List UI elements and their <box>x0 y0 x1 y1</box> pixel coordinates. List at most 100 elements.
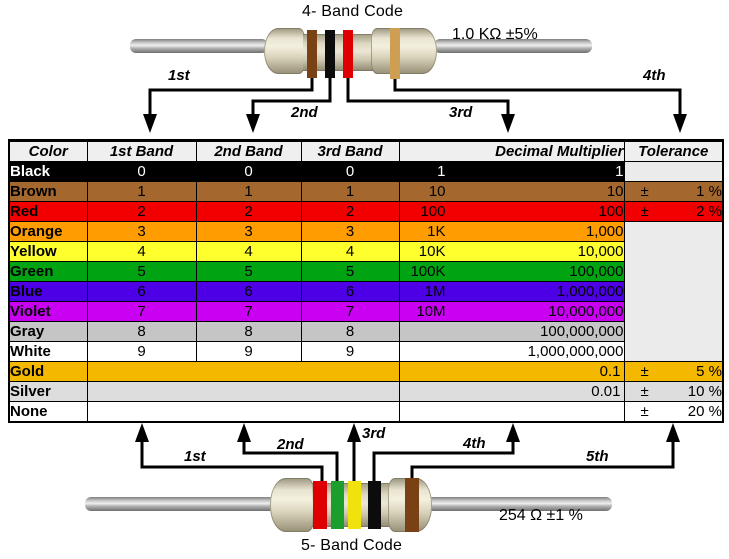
multiplier-value: 100,000 <box>569 263 624 280</box>
tolerance-value: 1 % <box>696 183 722 200</box>
color-name-cell: Green <box>8 261 88 282</box>
resistor-lead-left-top <box>130 39 268 53</box>
band-3-digit-cell: 3 <box>300 221 400 242</box>
resistor-lead-right-bottom <box>425 497 612 511</box>
tolerance-cell <box>623 221 724 362</box>
plus-minus-sign: ± <box>640 383 649 400</box>
arrow-bottom-2nd <box>237 423 339 484</box>
multiplier-value: 0.1 <box>599 363 621 380</box>
multiplier-cell: 1,000,000,000 <box>398 341 625 362</box>
multiplier-cell: 10 10 <box>398 181 625 202</box>
multiplier-short: 10M <box>416 303 446 320</box>
multiplier-cell <box>398 401 625 423</box>
multiplier-short: 1K <box>427 223 446 240</box>
band-1-digit-cell: 4 <box>86 241 197 262</box>
table-row-black: Black 0 0 0 1 1 <box>8 161 724 182</box>
multiplier-short: 100K <box>410 263 446 280</box>
band-yellow-3rd-icon <box>348 481 361 529</box>
band-2-digit-cell: 2 <box>195 201 302 222</box>
plus-minus-sign: ± <box>640 203 649 220</box>
tolerance-cell: ±20 % <box>623 401 724 423</box>
tolerance-cell: ±5 % <box>623 361 724 382</box>
multiplier-value: 10,000,000 <box>548 303 624 320</box>
multiplier-cell: 100,000,000 <box>398 321 625 342</box>
color-name-cell: Gray <box>8 321 88 342</box>
band-2-digit-cell: 9 <box>195 341 302 362</box>
band-3-digit-cell: 0 <box>300 161 400 182</box>
table-row-violet: Violet 7 7 7 10M 10,000,000 <box>8 301 723 322</box>
band-1-digit-cell: 6 <box>86 281 197 302</box>
multiplier-value: 10 <box>606 183 624 200</box>
band-3-digit-cell: 4 <box>300 241 400 262</box>
band-3-digit-cell: 2 <box>300 201 400 222</box>
tolerance-cell: ±2 % <box>623 201 724 222</box>
arrow-label-top-3rd: 3rd <box>449 104 473 121</box>
multiplier-value: 1,000,000,000 <box>527 343 624 360</box>
multiplier-cell: 1K 1,000 <box>398 221 625 242</box>
multiplier-value: 1,000,000 <box>556 283 624 300</box>
arrow-label-top-2nd: 2nd <box>291 104 318 121</box>
arrow-label-top-4th: 4th <box>643 67 666 84</box>
band-2-digit-cell: 5 <box>195 261 302 282</box>
band-3-digit-cell: 7 <box>300 301 400 322</box>
table-row-yellow: Yellow 4 4 4 10K 10,000 <box>8 241 723 262</box>
band-gold-4th-icon <box>390 28 400 79</box>
band-1-digit-cell: 9 <box>86 341 197 362</box>
multiplier-cell: 0.01 <box>398 381 625 402</box>
multiplier-value: 100 <box>598 203 624 220</box>
multiplier-cell: 0.1 <box>398 361 625 382</box>
table-header-row: Color 1st Band 2nd Band 3rd Band Decimal Mul… <box>8 140 724 162</box>
band-2-digit-cell: 4 <box>195 241 302 262</box>
arrow-label-bottom-2nd: 2nd <box>277 436 304 453</box>
color-name-cell: Orange <box>8 221 88 242</box>
band-3-digit-cell: 5 <box>300 261 400 282</box>
band-1-digit-cell: 7 <box>86 301 197 322</box>
table-row-green: Green 5 5 5 100K 100,000 <box>8 261 723 282</box>
multiplier-cell: 10M 10,000,000 <box>398 301 625 322</box>
band-2-digit-cell: 7 <box>195 301 302 322</box>
four-band-title: 4- Band Code <box>302 3 404 20</box>
band-2-digit-cell: 6 <box>195 281 302 302</box>
bands-merged-cell <box>86 401 400 423</box>
header-3rd-band: 3rd Band <box>300 140 400 162</box>
tolerance-value: 10 % <box>687 383 722 400</box>
table-row-gray: Gray 8 8 8 100,000,000 <box>8 321 723 342</box>
tolerance-cell: ±10 % <box>623 381 724 402</box>
bands-merged-cell <box>86 381 400 402</box>
multiplier-short: 1 <box>437 163 446 180</box>
band-1-digit-cell: 1 <box>86 181 197 202</box>
band-brown-5th-icon <box>405 478 419 532</box>
resistor-cap-left-top <box>264 28 305 74</box>
table-row-red: Red 2 2 2 100 100 ±2 % <box>8 201 724 222</box>
arrow-label-bottom-1st: 1st <box>184 448 206 465</box>
band-2-digit-cell: 0 <box>195 161 302 182</box>
header-color: Color <box>8 140 88 162</box>
multiplier-value: 1 <box>615 163 624 180</box>
resistor-lead-left-bottom <box>85 497 277 511</box>
multiplier-value: 0.01 <box>591 383 621 400</box>
band-red-3rd-icon <box>343 30 353 78</box>
band-1-digit-cell: 5 <box>86 261 197 282</box>
color-name-cell: Brown <box>8 181 88 202</box>
multiplier-short: 10K <box>418 243 446 260</box>
arrow-bottom-5th <box>410 423 680 480</box>
band-brown-1st-icon <box>307 30 317 78</box>
band-green-2nd-icon <box>331 481 344 529</box>
header-1st-band: 1st Band <box>86 140 197 162</box>
color-name-cell: Violet <box>8 301 88 322</box>
multiplier-short: 10 <box>428 183 446 200</box>
color-name-cell: Blue <box>8 281 88 302</box>
header-2nd-band: 2nd Band <box>195 140 302 162</box>
header-tolerance: Tolerance <box>623 140 724 162</box>
multiplier-cell: 10K 10,000 <box>398 241 625 262</box>
arrow-label-bottom-3rd: 3rd <box>362 425 386 442</box>
band-red-1st-icon <box>313 481 327 529</box>
tolerance-value: 20 % <box>687 403 722 420</box>
multiplier-cell: 100 100 <box>398 201 625 222</box>
band-1-digit-cell: 2 <box>86 201 197 222</box>
color-name-cell: White <box>8 341 88 362</box>
band-3-digit-cell: 1 <box>300 181 400 202</box>
band-2-digit-cell: 1 <box>195 181 302 202</box>
